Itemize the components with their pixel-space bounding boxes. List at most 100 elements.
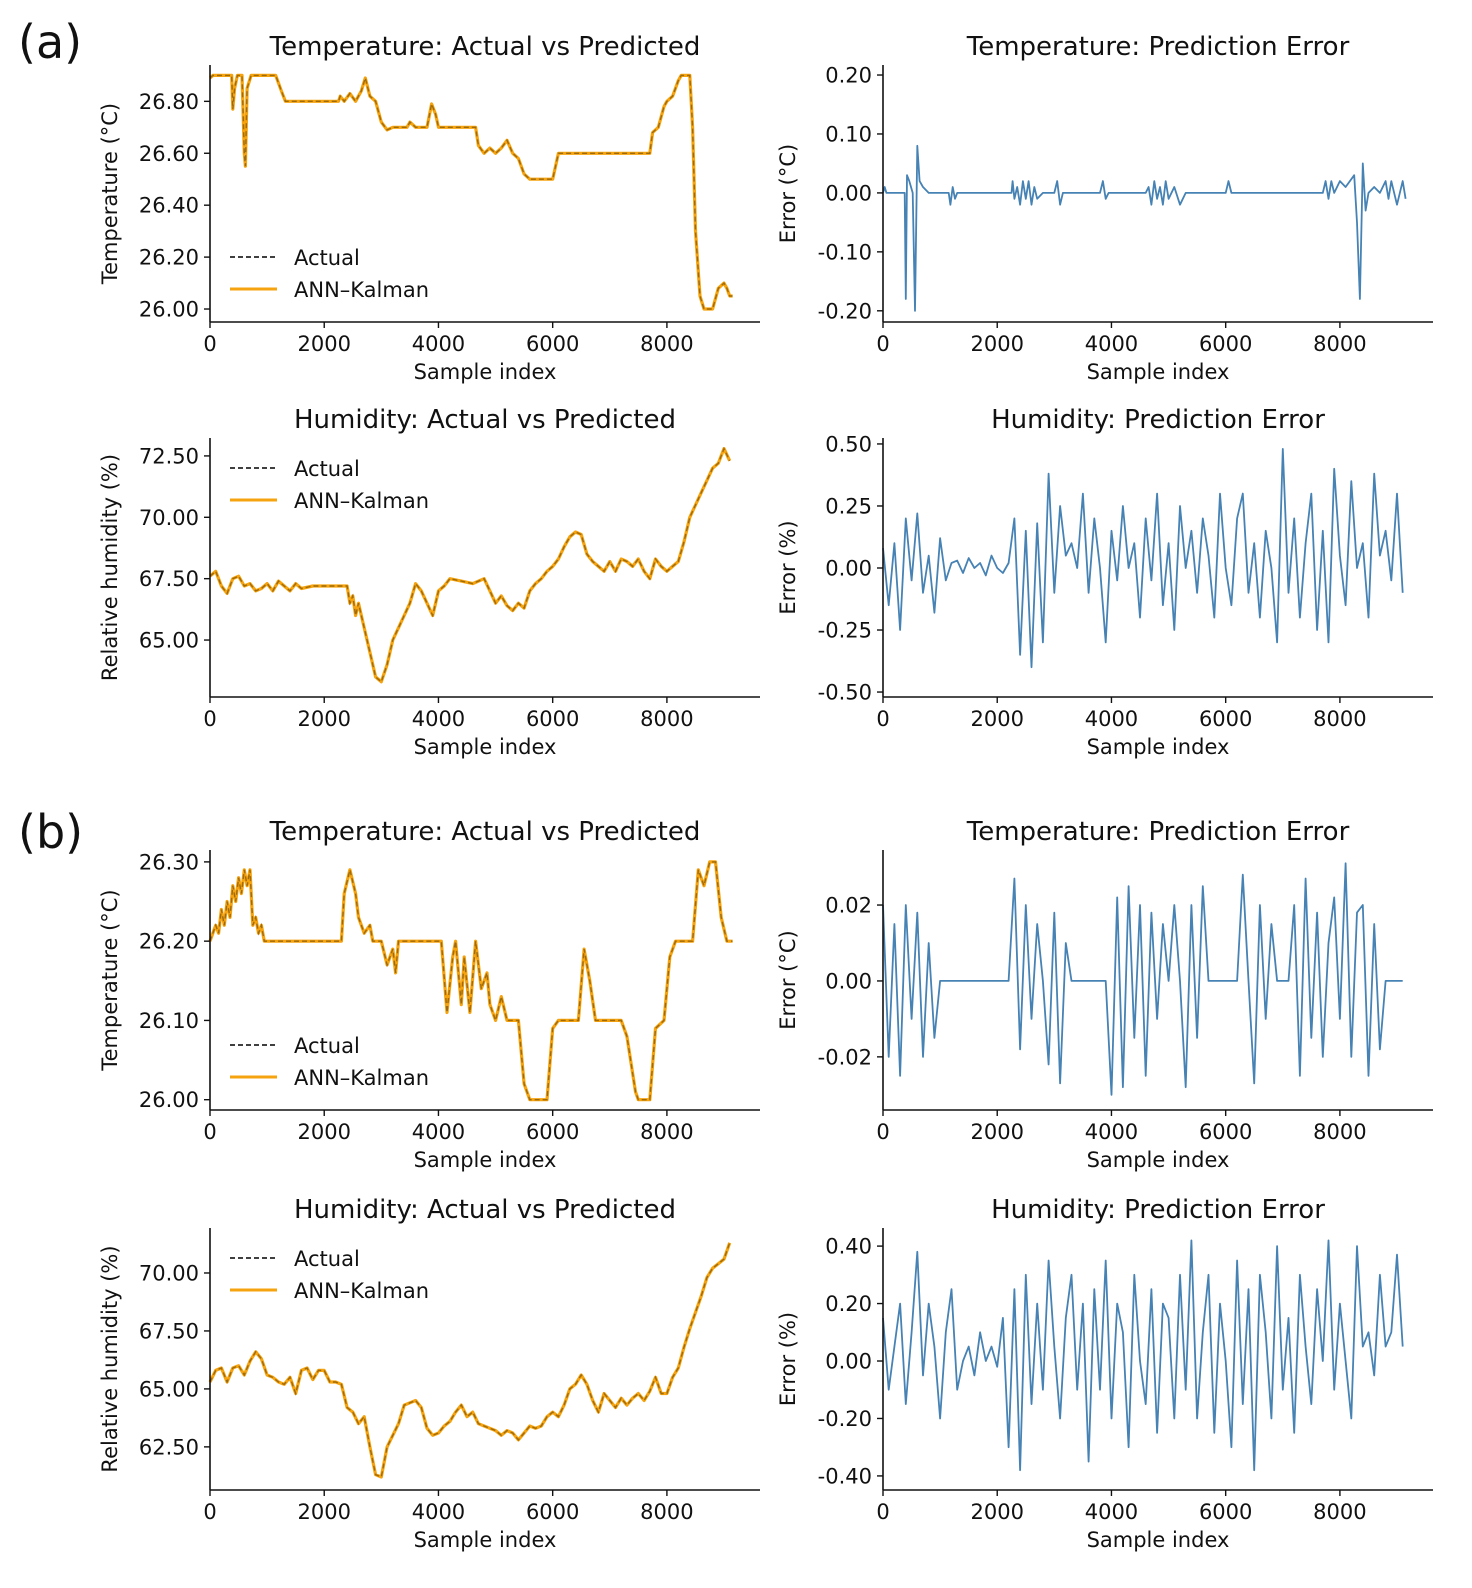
panel-label-b: (b) xyxy=(18,805,83,859)
y-tick-label: 26.00 xyxy=(139,298,199,322)
x-tick-label: 8000 xyxy=(1313,707,1366,731)
series-error-line xyxy=(882,144,1407,312)
y-tick-label: 70.00 xyxy=(139,506,199,530)
series-error-line xyxy=(882,862,1403,1096)
y-tick-label: 67.50 xyxy=(139,567,199,591)
x-tick-label: 4000 xyxy=(412,1120,465,1144)
x-axis-label: Sample index xyxy=(414,735,557,759)
y-tick-label: -0.50 xyxy=(818,681,872,705)
x-axis-label: Sample index xyxy=(414,360,557,384)
y-tick-label: 0.00 xyxy=(825,969,872,993)
x-tick-label: 0 xyxy=(876,1500,889,1524)
y-axis-label: Relative humidity (%) xyxy=(98,1245,122,1472)
x-tick-label: 0 xyxy=(203,332,216,356)
y-tick-label: 0.00 xyxy=(825,1350,872,1374)
x-tick-label: 0 xyxy=(203,1500,216,1524)
x-tick-label: 2000 xyxy=(297,707,350,731)
y-tick-label: 26.10 xyxy=(139,1009,199,1033)
legend-ann-kalman-label: ANN–Kalman xyxy=(294,1279,429,1303)
chart-title: Humidity: Actual vs Predicted xyxy=(294,405,676,435)
series-ann-kalman-line xyxy=(208,860,733,1102)
x-tick-label: 2000 xyxy=(970,332,1023,356)
y-tick-label: 65.00 xyxy=(139,629,199,653)
x-tick-label: 6000 xyxy=(1199,1120,1252,1144)
y-tick-label: -0.25 xyxy=(818,619,872,643)
chart-title: Humidity: Prediction Error xyxy=(991,1195,1325,1225)
x-tick-label: 8000 xyxy=(1313,1120,1366,1144)
x-tick-label: 0 xyxy=(203,1120,216,1144)
y-axis-label: Error (°C) xyxy=(776,930,800,1029)
subplot-1: Temperature: Actual vs Predicted 0 2000 400… xyxy=(98,32,760,384)
subplot-2: Temperature: Prediction Error 0 2000 4000 60… xyxy=(776,32,1433,384)
y-tick-label: 0.50 xyxy=(825,432,872,456)
y-tick-label: 26.20 xyxy=(139,930,199,954)
y-tick-label: 0.00 xyxy=(825,181,872,205)
y-tick-label: 26.40 xyxy=(139,194,199,218)
legend-actual-label: Actual xyxy=(294,246,360,270)
legend-actual-label: Actual xyxy=(294,1247,360,1271)
panel-label-a: (a) xyxy=(18,15,82,69)
x-tick-label: 6000 xyxy=(1199,332,1252,356)
x-tick-label: 0 xyxy=(876,332,889,356)
x-tick-label: 6000 xyxy=(526,332,579,356)
legend-ann-kalman-label: ANN–Kalman xyxy=(294,1066,429,1090)
x-axis-label: Sample index xyxy=(414,1148,557,1172)
y-tick-label: -0.10 xyxy=(818,240,872,264)
x-tick-label: 4000 xyxy=(412,332,465,356)
x-tick-label: 8000 xyxy=(640,1120,693,1144)
chart-title: Temperature: Actual vs Predicted xyxy=(269,817,701,847)
x-tick-label: 8000 xyxy=(640,1500,693,1524)
y-tick-label: -0.20 xyxy=(818,1407,872,1431)
x-axis-label: Sample index xyxy=(1087,1148,1230,1172)
x-tick-label: 6000 xyxy=(526,1120,579,1144)
x-tick-label: 2000 xyxy=(297,332,350,356)
y-tick-label: -0.40 xyxy=(818,1464,872,1488)
y-tick-label: 26.30 xyxy=(139,850,199,874)
subplot-6: Temperature: Prediction Error 0 2000 4000 60… xyxy=(776,817,1433,1172)
x-tick-label: 2000 xyxy=(970,1500,1023,1524)
x-axis-label: Sample index xyxy=(1087,1528,1230,1552)
x-tick-label: 8000 xyxy=(640,332,693,356)
x-tick-label: 8000 xyxy=(1313,332,1366,356)
x-tick-label: 4000 xyxy=(1085,707,1138,731)
chart-title: Temperature: Prediction Error xyxy=(966,817,1350,847)
series-ann-kalman-line xyxy=(208,1242,732,1479)
x-tick-label: 6000 xyxy=(1199,707,1252,731)
series-error-line xyxy=(882,1239,1404,1472)
y-tick-label: -0.02 xyxy=(818,1045,872,1069)
x-tick-label: 4000 xyxy=(1085,1500,1138,1524)
y-axis-label: Temperature (°C) xyxy=(98,889,122,1071)
y-tick-label: 70.00 xyxy=(139,1261,199,1285)
x-tick-label: 8000 xyxy=(1313,1500,1366,1524)
x-tick-label: 0 xyxy=(876,1120,889,1144)
y-tick-label: 26.60 xyxy=(139,142,199,166)
subplot-7: Humidity: Actual vs Predicted 0 2000 4000 60… xyxy=(98,1195,760,1552)
x-tick-label: 0 xyxy=(203,707,216,731)
legend-actual-label: Actual xyxy=(294,1034,360,1058)
x-tick-label: 8000 xyxy=(640,707,693,731)
x-tick-label: 2000 xyxy=(297,1500,350,1524)
series-ann-kalman-line xyxy=(208,73,733,311)
x-tick-label: 6000 xyxy=(526,707,579,731)
legend: Actual ANN–Kalman xyxy=(230,1247,429,1303)
y-tick-label: 26.80 xyxy=(139,90,199,114)
series-ann-kalman-line xyxy=(208,447,732,684)
y-axis-label: Relative humidity (%) xyxy=(98,454,122,681)
x-axis-label: Sample index xyxy=(414,1528,557,1552)
series-actual-line xyxy=(209,861,733,1101)
series-actual-line xyxy=(209,74,733,310)
x-axis-label: Sample index xyxy=(1087,735,1230,759)
chart-title: Temperature: Prediction Error xyxy=(966,32,1350,62)
y-tick-label: 0.40 xyxy=(825,1235,872,1259)
subplot-8: Humidity: Prediction Error 0 2000 4000 6000 8… xyxy=(776,1195,1433,1552)
y-axis-label: Error (°C) xyxy=(776,144,800,243)
y-tick-label: -0.20 xyxy=(818,299,872,323)
x-tick-label: 2000 xyxy=(970,1120,1023,1144)
subplot-5: Temperature: Actual vs Predicted 0 2000 400… xyxy=(98,817,760,1172)
y-tick-label: 72.50 xyxy=(139,444,199,468)
series-actual-line xyxy=(209,1242,731,1478)
y-tick-label: 0.20 xyxy=(825,1292,872,1316)
series-error-line xyxy=(882,448,1404,669)
y-axis-label: Temperature (°C) xyxy=(98,103,122,285)
